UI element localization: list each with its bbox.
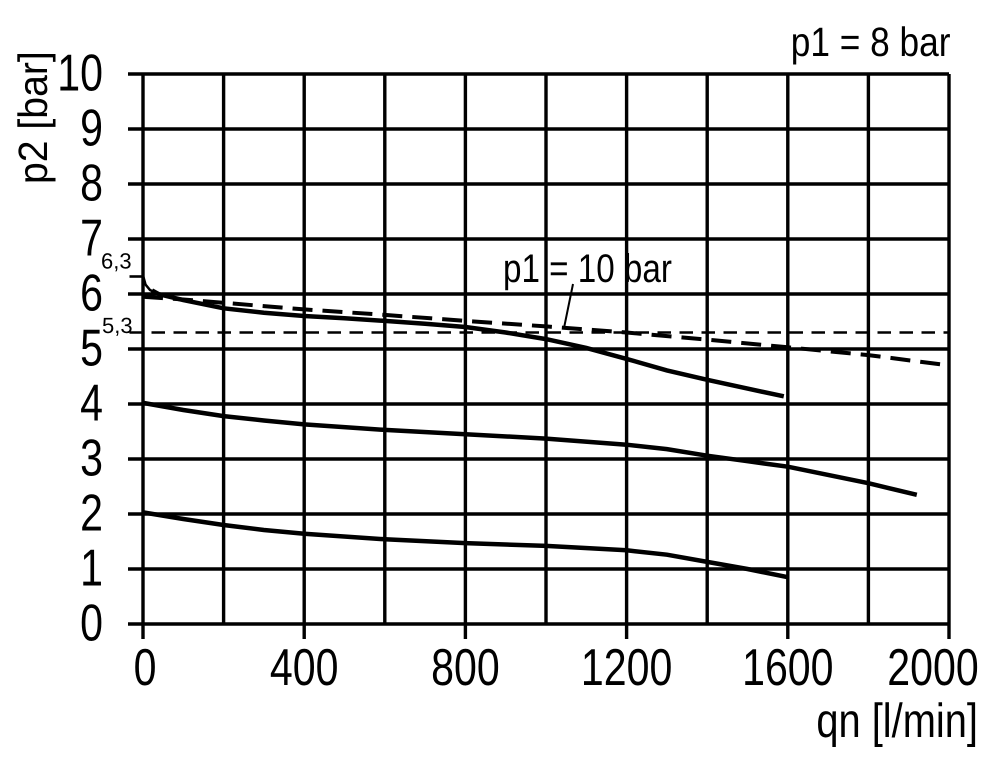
svg-text:4: 4: [80, 375, 103, 433]
svg-text:5: 5: [80, 320, 103, 378]
svg-text:10: 10: [57, 45, 103, 103]
svg-text:400: 400: [270, 639, 339, 697]
svg-text:800: 800: [431, 639, 500, 697]
svg-text:3: 3: [80, 430, 103, 488]
svg-text:p1 = 10 bar: p1 = 10 bar: [503, 247, 672, 291]
svg-text:1600: 1600: [742, 639, 833, 697]
svg-text:6: 6: [80, 265, 103, 323]
svg-text:0: 0: [80, 595, 103, 653]
svg-text:p2 [bar]: p2 [bar]: [10, 51, 56, 184]
svg-text:1: 1: [80, 540, 103, 598]
svg-text:9: 9: [80, 100, 103, 158]
svg-text:8: 8: [80, 155, 103, 213]
svg-text:7: 7: [80, 210, 103, 268]
svg-text:qn [l/min]: qn [l/min]: [816, 695, 978, 748]
svg-text:2: 2: [80, 485, 103, 543]
svg-text:0: 0: [134, 639, 157, 697]
svg-text:6,3: 6,3: [101, 249, 132, 274]
svg-text:1200: 1200: [581, 639, 672, 697]
svg-text:5,3: 5,3: [102, 313, 133, 338]
svg-text:2000: 2000: [887, 639, 978, 697]
svg-text:p1 = 8 bar: p1 = 8 bar: [791, 19, 951, 65]
